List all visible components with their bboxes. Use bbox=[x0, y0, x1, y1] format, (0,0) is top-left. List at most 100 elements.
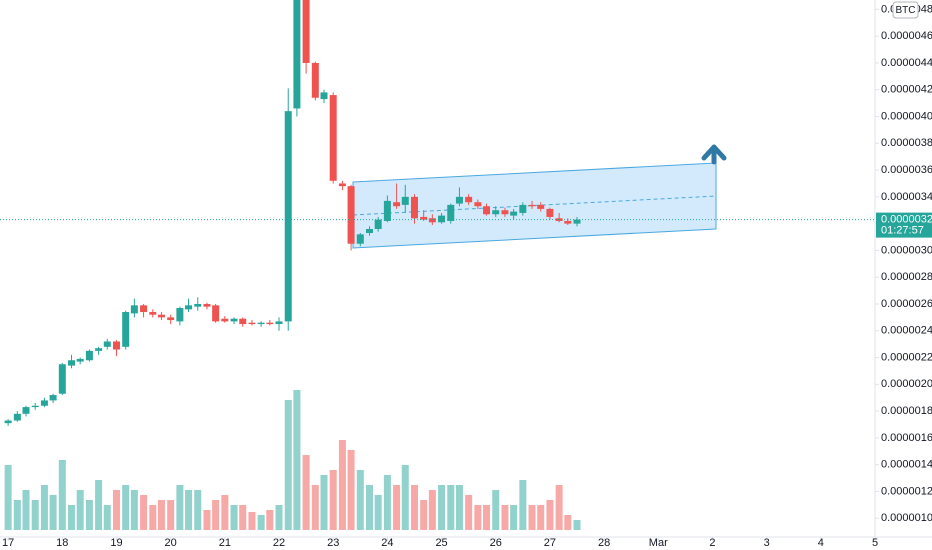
candle-body bbox=[546, 208, 554, 217]
volume-bar bbox=[157, 500, 165, 530]
candle-body bbox=[347, 186, 355, 244]
x-tick-label: 22 bbox=[273, 537, 285, 549]
x-tick-label: 5 bbox=[872, 537, 878, 549]
volume-bar bbox=[356, 470, 364, 530]
volume-bar bbox=[302, 455, 310, 530]
candle-body bbox=[311, 62, 319, 98]
volume-bar bbox=[212, 500, 220, 530]
countdown: 01:27:57 bbox=[881, 225, 924, 237]
volume-bar bbox=[76, 490, 84, 530]
x-tick-label: 27 bbox=[544, 537, 556, 549]
volume-bar bbox=[347, 450, 355, 530]
volume-bar bbox=[320, 475, 328, 530]
candle-body bbox=[438, 215, 446, 223]
volume-bar bbox=[311, 485, 319, 530]
candle-body bbox=[31, 405, 39, 408]
candle-body bbox=[474, 202, 482, 207]
volume-bar bbox=[573, 520, 581, 530]
candle-body bbox=[212, 305, 220, 322]
candle-body bbox=[410, 196, 418, 219]
candle-body bbox=[149, 312, 157, 315]
currency-badge bbox=[892, 1, 919, 19]
overlays: BTC 0.0000032301:27:57 bbox=[876, 1, 932, 238]
candle-body bbox=[455, 196, 463, 204]
candle-body bbox=[573, 219, 581, 224]
volume-bar bbox=[85, 500, 93, 530]
volume-bar bbox=[510, 505, 518, 530]
candle-body bbox=[185, 305, 193, 310]
candle-body bbox=[76, 358, 84, 362]
volume-bar bbox=[203, 510, 211, 530]
candle-body bbox=[49, 395, 57, 401]
candle-body bbox=[510, 211, 518, 216]
volume-bar bbox=[546, 500, 554, 530]
candle-body bbox=[284, 111, 292, 322]
candle-body bbox=[428, 218, 436, 223]
candle-body bbox=[239, 318, 247, 325]
candle-body bbox=[401, 196, 409, 205]
candle-body bbox=[356, 234, 364, 244]
volume-bar bbox=[474, 505, 482, 530]
volume-bar bbox=[465, 495, 473, 530]
candle-body bbox=[338, 183, 346, 187]
volume-bar bbox=[401, 465, 409, 530]
x-tick-label: 4 bbox=[818, 537, 824, 549]
volume-bar bbox=[130, 490, 138, 530]
candle-body bbox=[221, 318, 229, 322]
candle-body bbox=[492, 210, 500, 215]
volume-bar bbox=[22, 490, 30, 530]
candle-body bbox=[130, 305, 138, 314]
candle-body bbox=[366, 228, 374, 234]
volume-bar bbox=[420, 500, 428, 530]
candle-body bbox=[95, 348, 103, 351]
candle-body bbox=[22, 407, 30, 414]
volume-bar bbox=[230, 505, 238, 530]
volume-bar bbox=[176, 485, 184, 530]
candle-body bbox=[537, 204, 545, 209]
volume-bar bbox=[4, 465, 12, 530]
channel-midline bbox=[352, 195, 717, 216]
volume-bar bbox=[528, 505, 536, 530]
candle-body bbox=[501, 210, 509, 215]
candle-body bbox=[167, 317, 175, 321]
volume-bar bbox=[248, 512, 256, 530]
volume-bar bbox=[13, 500, 21, 530]
volume-bar bbox=[194, 490, 202, 530]
volume-bar bbox=[221, 495, 229, 530]
x-tick-label: 24 bbox=[381, 537, 393, 549]
candle-body bbox=[329, 95, 337, 181]
x-tick-label: 3 bbox=[764, 537, 770, 549]
x-tick-label: 25 bbox=[435, 537, 447, 549]
last-price-box bbox=[876, 212, 932, 238]
volume-bar bbox=[438, 485, 446, 530]
x-tick-label: 18 bbox=[56, 537, 68, 549]
candle-body bbox=[302, 0, 310, 63]
volume-bar bbox=[122, 485, 130, 530]
up-arrow bbox=[701, 144, 727, 165]
volume-bar bbox=[167, 500, 175, 530]
volume-bar bbox=[555, 485, 563, 530]
volume-bar bbox=[284, 400, 292, 530]
volume-bar bbox=[501, 505, 509, 530]
candle-body bbox=[519, 204, 527, 213]
x-tick-label: 28 bbox=[598, 537, 610, 549]
candle-body bbox=[122, 312, 130, 347]
candle-body bbox=[293, 0, 301, 109]
volume-bar bbox=[393, 485, 401, 530]
last-price-label: 0.00000323 bbox=[881, 214, 932, 226]
candle-body bbox=[140, 305, 148, 313]
volume-bar bbox=[275, 505, 283, 530]
candle-body bbox=[275, 321, 283, 325]
volume-bar bbox=[239, 505, 247, 530]
volume-bar bbox=[140, 495, 148, 530]
volume-bar bbox=[58, 460, 66, 530]
